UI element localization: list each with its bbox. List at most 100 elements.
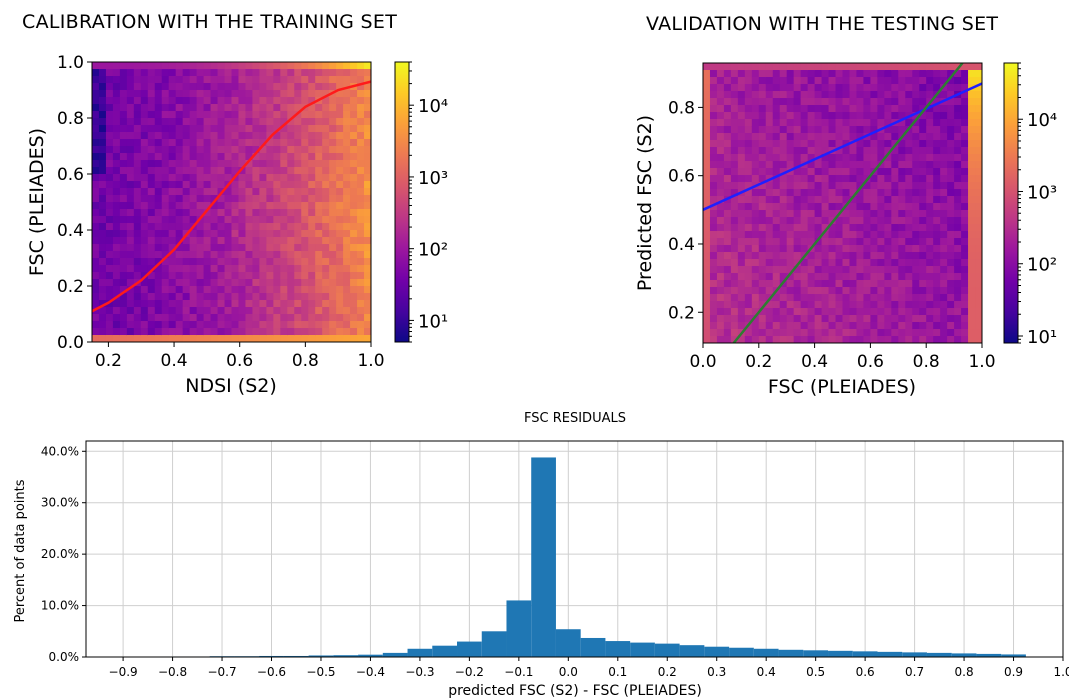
heatmap-cell [119,321,128,329]
heatmap-cell [758,196,767,204]
heatmap-cell [294,258,302,266]
heatmap-cell [252,139,260,147]
heatmap-cell [954,126,962,134]
heatmap-cell [877,308,885,316]
heatmap-cell [961,168,969,176]
heatmap-cell [723,189,732,197]
heatmap-cell [975,287,982,295]
heatmap-cell [294,237,302,245]
heatmap-cell [315,279,323,287]
heatmap-cell [350,62,358,70]
heatmap-cell [912,231,920,239]
heatmap-cell [245,279,254,287]
heatmap-cell [765,280,774,288]
heatmap-cell [814,252,823,260]
heatmap-cell [266,328,274,336]
heatmap-cell [224,265,233,273]
heatmap-cell [898,336,906,343]
heatmap-cell [835,140,844,148]
heatmap-cell [723,70,732,78]
heatmap-cell [203,258,212,266]
heatmap-cell [287,153,295,161]
heatmap-cell [273,146,281,154]
heatmap-cell [245,174,254,182]
heatmap-cell [231,286,240,294]
heatmap-cell [252,265,260,273]
heatmap-cell [224,293,233,301]
heatmap-cell [92,223,100,231]
heatmap-cell [252,181,260,189]
heatmap-cell [814,217,823,225]
heatmap-cell [92,160,100,168]
heatmap-cell [203,307,212,315]
heatmap-cell [175,258,184,266]
heatmap-cell [716,210,725,218]
heatmap-cell [912,70,920,78]
heatmap-cell [730,301,739,309]
heatmap-cell [737,126,746,134]
heatmap-cell [870,287,878,295]
heatmap-cell [807,252,816,260]
heatmap-cell [940,70,948,78]
heatmap-cell [793,182,802,190]
heatmap-cell [912,189,920,197]
heatmap-cell [224,195,233,203]
heatmap-cell [266,174,274,182]
heatmap-cell [940,133,948,141]
heatmap-cell [252,90,260,98]
heatmap-cell [821,217,830,225]
heatmap-cell [751,315,760,323]
heatmap-cell [758,77,767,85]
heatmap-cell [968,245,976,253]
heatmap-cell [161,244,170,252]
heatmap-cell [926,259,934,267]
heatmap-cell [315,153,323,161]
heatmap-cell [203,188,212,196]
heatmap-cell [350,97,358,105]
heatmap-cell [357,97,365,105]
heatmap-cell [280,181,288,189]
heatmap-cell [849,133,858,141]
heatmap-cell [835,70,844,78]
heatmap-cell [280,76,288,84]
heatmap-cell [926,112,934,120]
heatmap-cell [266,314,274,322]
heatmap-cell [786,147,795,155]
heatmap-cell [793,119,802,127]
heatmap-cell [238,300,247,308]
heatmap-cell [821,308,830,316]
heatmap-cell [336,111,344,119]
heatmap-cell [709,126,718,134]
heatmap-cell [315,265,323,273]
heatmap-cell [821,259,830,267]
heatmap-cell [140,209,149,217]
heatmap-cell [968,105,976,113]
heatmap-cell [891,224,899,232]
heatmap-cell [877,273,885,281]
heatmap-cell [210,293,219,301]
heatmap-cell [947,245,955,253]
heatmap-cell [140,139,149,147]
heatmap-cell [315,195,323,203]
heatmap-cell [940,147,948,155]
heatmap-cell [835,105,844,113]
heatmap-cell [975,133,982,141]
heatmap-cell [133,300,142,308]
heatmap-cell [912,252,920,260]
heatmap-cell [730,259,739,267]
heatmap-cell [252,83,260,91]
heatmap-cell [870,126,878,134]
heatmap-cell [259,188,267,196]
heatmap-cell [308,167,316,175]
heatmap-cell [147,265,156,273]
heatmap-cell [287,132,295,140]
heatmap-cell [350,174,358,182]
heatmap-cell [189,188,198,196]
heatmap-cell [947,224,955,232]
heatmap-cell [926,91,934,99]
heatmap-cell [723,112,732,120]
heatmap-cell [231,314,240,322]
regression-line [703,82,982,211]
heatmap-cell [343,139,351,147]
heatmap-cell [217,314,226,322]
